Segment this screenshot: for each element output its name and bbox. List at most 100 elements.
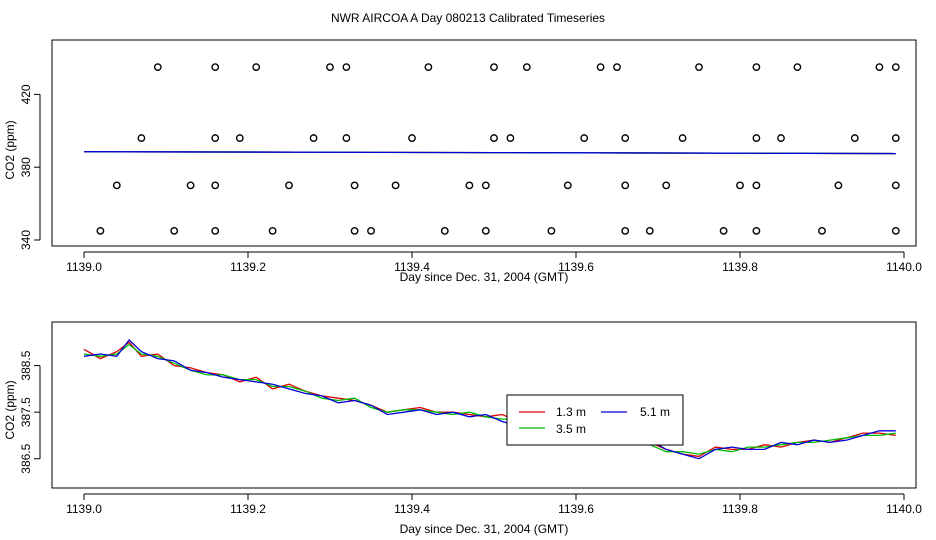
calibration-point [613,63,621,71]
y-tick-label-bottom: 386.5 [19,443,33,473]
calibration-point [481,181,490,190]
y-axis-bottom: 386.5 387.5 388.5 [19,350,41,474]
calibration-point [875,63,884,71]
x-axis-label-top: Day since Dec. 31, 2004 (GMT) [400,270,569,284]
panel-calibration: 340 380 420 1139.0 1139.2 1139.4 1139.6 1139.8… [3,39,922,284]
series-line-3-5-m-bottom [83,343,896,455]
calibration-point [793,63,802,71]
y-axis-label-top: CO2 (ppm) [3,120,17,179]
calibration-point [752,63,761,71]
calibration-point [350,181,359,190]
legend-label-3-5m: 3.5 m [556,422,586,436]
x-tick-label-top: 1140.0 [886,260,922,274]
chart-title: NWR AIRCOA A Day 080213 Calibrated Times… [331,11,605,25]
x-tick-label-bottom: 1139.6 [558,502,594,516]
calibration-point [252,63,261,71]
calibration-point [391,181,400,190]
series-lines-bottom [83,339,896,460]
calibration-point [621,181,630,190]
calibration-point [891,63,900,71]
calibration-point [211,226,220,235]
calibration-point [350,226,359,235]
calibration-point [481,226,490,235]
plot-frame-top [51,39,917,247]
calibration-point [818,226,826,235]
calibration-point [424,63,433,71]
legend-label-1-3m: 1.3 m [556,405,586,419]
series-line-5-1-m-bottom [83,339,896,460]
calibration-point [891,226,900,235]
calibration-point [621,134,630,142]
calibration-point [506,134,515,142]
x-axis-top: 1139.0 1139.2 1139.4 1139.6 1139.8 1140.0 [66,251,922,274]
calibration-point [752,134,761,142]
y-tick-label-bottom: 388.5 [19,350,33,380]
calibration-point [596,63,605,71]
x-tick-label-top: 1139.4 [394,260,430,274]
calibration-point [211,134,220,142]
calibration-point [440,226,449,235]
calibration-point [662,181,671,190]
y-tick-label-top: 340 [19,230,33,250]
plot-frame-bottom [51,321,917,489]
x-tick-label-top: 1139.0 [66,260,102,274]
x-axis-bottom: 1139.0 1139.2 1139.4 1139.6 1139.8 1140.0 [66,493,922,516]
y-tick-label-top: 380 [19,157,33,177]
calibration-point [891,134,900,142]
calibration-point [752,181,761,190]
x-tick-label-top: 1139.6 [558,260,594,274]
calibration-point [891,181,900,190]
y-tick-label-top: 420 [19,84,33,104]
legend-box [506,394,684,446]
calibration-point [834,181,843,190]
calibration-point [580,134,589,142]
calibration-point [342,134,351,142]
legend-label-5-1m: 5.1 m [640,405,670,419]
series-line-5-1-m-top [83,151,896,155]
calibration-point [211,181,220,190]
calibration-point [153,63,162,71]
x-tick-label-bottom: 1139.0 [66,502,102,516]
calibration-point [678,134,687,142]
x-tick-label-bottom: 1139.8 [722,502,758,516]
calibration-point [326,63,334,71]
calibration-point [367,226,375,235]
legend: 1.3 m 5.1 m 3.5 m [506,394,684,446]
calibration-point [695,63,703,71]
calibration-point [490,63,498,71]
x-tick-label-bottom: 1139.4 [394,502,430,516]
series-lines-top [83,151,896,155]
x-tick-label-bottom: 1139.2 [230,502,266,516]
calibration-point [547,226,556,235]
calibration-point [309,134,318,142]
y-tick-label-bottom: 387.5 [19,397,33,427]
calibration-point [408,134,416,142]
calibration-point [112,181,121,190]
calibration-point [490,134,498,142]
calibration-point [285,181,293,190]
y-axis-top: 340 380 420 [19,84,41,250]
x-tick-label-bottom: 1140.0 [886,502,922,516]
calibration-point [736,181,744,190]
calibration-point [342,63,351,71]
calibration-point [621,226,630,235]
calibration-point [96,226,105,235]
calibration-point [465,181,474,190]
calibration-point [752,226,761,235]
calibration-point [850,134,859,142]
series-line-1-3-m-bottom [83,341,896,458]
calibration-point [137,134,146,142]
x-axis-label-bottom: Day since Dec. 31, 2004 (GMT) [400,522,569,536]
calibration-point [777,134,785,142]
calibration-point [563,181,572,190]
x-tick-label-top: 1139.2 [230,260,266,274]
y-axis-label-bottom: CO2 (ppm) [3,380,17,439]
calibration-points [96,63,900,235]
calibration-point [170,226,179,235]
calibration-point [211,63,220,71]
calibration-point [268,226,277,235]
panel-timeseries: 386.5 387.5 388.5 1139.0 1139.2 1139.4 1139.6… [3,321,922,536]
calibration-point [186,181,195,190]
x-tick-label-top: 1139.8 [722,260,758,274]
